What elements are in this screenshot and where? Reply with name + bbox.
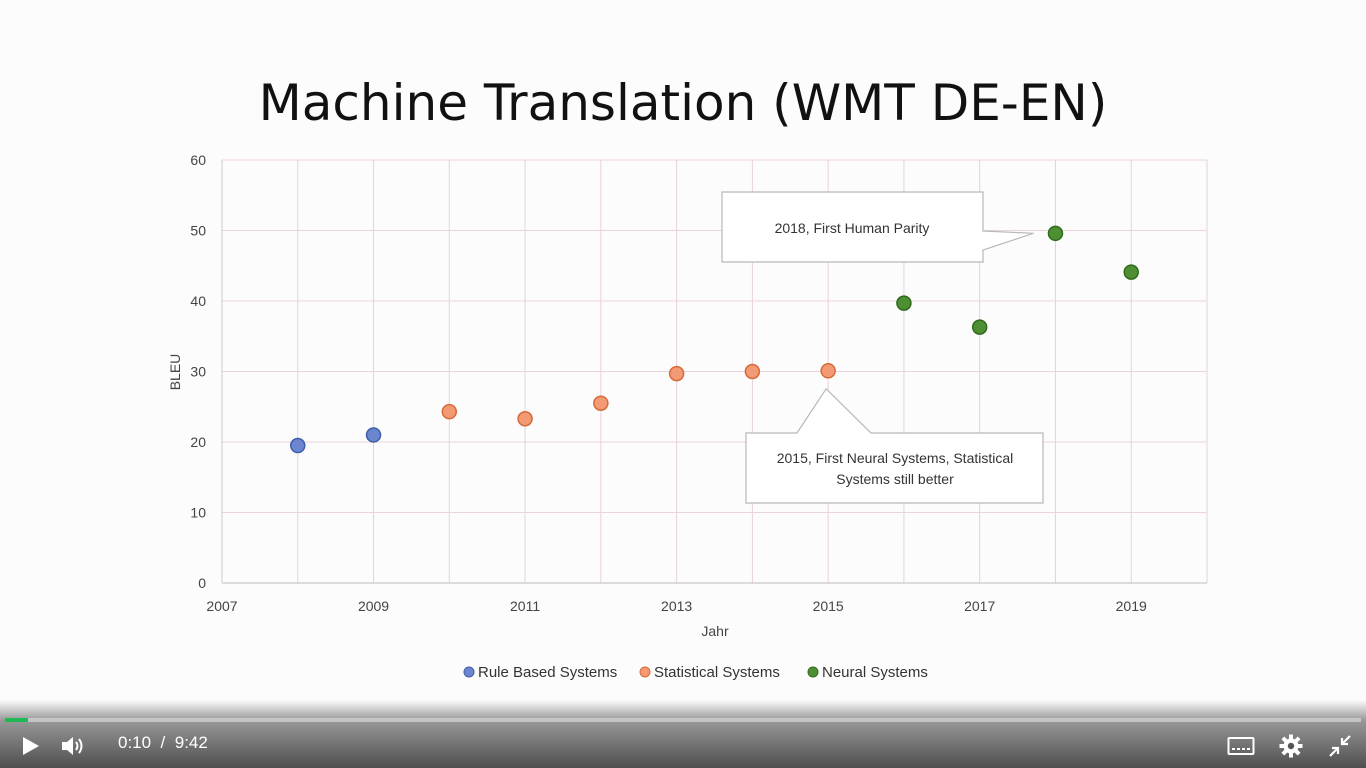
settings-gear-icon bbox=[1279, 734, 1303, 758]
play-icon bbox=[23, 737, 39, 755]
data-point bbox=[896, 295, 912, 311]
data-point bbox=[1123, 264, 1139, 280]
y-tick-label: 60 bbox=[190, 152, 206, 168]
time-separator: / bbox=[160, 733, 166, 752]
data-point bbox=[593, 395, 609, 411]
volume-icon bbox=[62, 737, 83, 755]
callout-text-human-parity: 2018, First Human Parity bbox=[775, 220, 930, 236]
captions-icon bbox=[1227, 737, 1255, 755]
player-controls-bar bbox=[0, 700, 1366, 768]
data-point bbox=[668, 365, 685, 382]
callout-text-first-neural: Systems still better bbox=[836, 471, 954, 487]
data-point bbox=[820, 363, 836, 379]
y-tick-label: 0 bbox=[198, 575, 206, 591]
legend-marker bbox=[807, 666, 819, 678]
progress-bar[interactable] bbox=[5, 718, 1361, 722]
legend-label: Statistical Systems bbox=[654, 664, 780, 681]
exit-fullscreen-button[interactable] bbox=[1324, 730, 1356, 762]
callout-text-first-neural: 2015, First Neural Systems, Statistical bbox=[777, 450, 1014, 466]
y-tick-label: 30 bbox=[190, 364, 206, 380]
x-tick-label: 2015 bbox=[813, 598, 844, 614]
y-tick-label: 20 bbox=[190, 434, 206, 450]
x-tick-label: 2009 bbox=[358, 598, 389, 614]
x-tick-label: 2019 bbox=[1116, 598, 1147, 614]
legend-marker bbox=[463, 666, 475, 678]
data-point bbox=[290, 437, 306, 454]
slide-title: Machine Translation (WMT DE-EN) bbox=[258, 74, 1108, 132]
data-point bbox=[744, 363, 761, 380]
current-time: 0:10 bbox=[118, 733, 152, 752]
data-point bbox=[441, 403, 458, 420]
x-tick-label: 2017 bbox=[964, 598, 995, 614]
x-tick-label: 2013 bbox=[661, 598, 692, 614]
x-tick-label: 2007 bbox=[206, 598, 237, 614]
x-tick-label: 2011 bbox=[510, 598, 540, 614]
time-display: 0:10 / 9:42 bbox=[118, 733, 208, 753]
x-axis-title: Jahr bbox=[701, 623, 729, 639]
data-point bbox=[1047, 225, 1064, 242]
legend-label: Rule Based Systems bbox=[478, 664, 617, 681]
play-button[interactable] bbox=[14, 730, 46, 762]
bleu-scatter-chart: 0 10 20 30 40 50 60 2007 2009 2011 2013 2015 2017 201… bbox=[167, 152, 1208, 681]
y-tick-label: 10 bbox=[190, 505, 206, 521]
settings-button[interactable] bbox=[1275, 730, 1307, 762]
captions-button[interactable] bbox=[1225, 730, 1257, 762]
progress-fill bbox=[5, 718, 29, 722]
callout-box-human-parity bbox=[721, 191, 1034, 263]
y-tick-label: 50 bbox=[190, 223, 206, 239]
legend-label: Neural Systems bbox=[822, 664, 928, 681]
exit-fullscreen-icon bbox=[1329, 735, 1351, 757]
y-tick-label: 40 bbox=[190, 293, 206, 309]
duration: 9:42 bbox=[174, 733, 208, 752]
callout-box-first-neural bbox=[745, 387, 1044, 504]
data-point bbox=[517, 410, 533, 427]
legend-marker bbox=[639, 666, 651, 678]
volume-button[interactable] bbox=[58, 730, 90, 762]
data-point bbox=[365, 427, 382, 443]
y-axis-title: BLEU bbox=[167, 354, 183, 391]
data-point bbox=[971, 319, 988, 335]
